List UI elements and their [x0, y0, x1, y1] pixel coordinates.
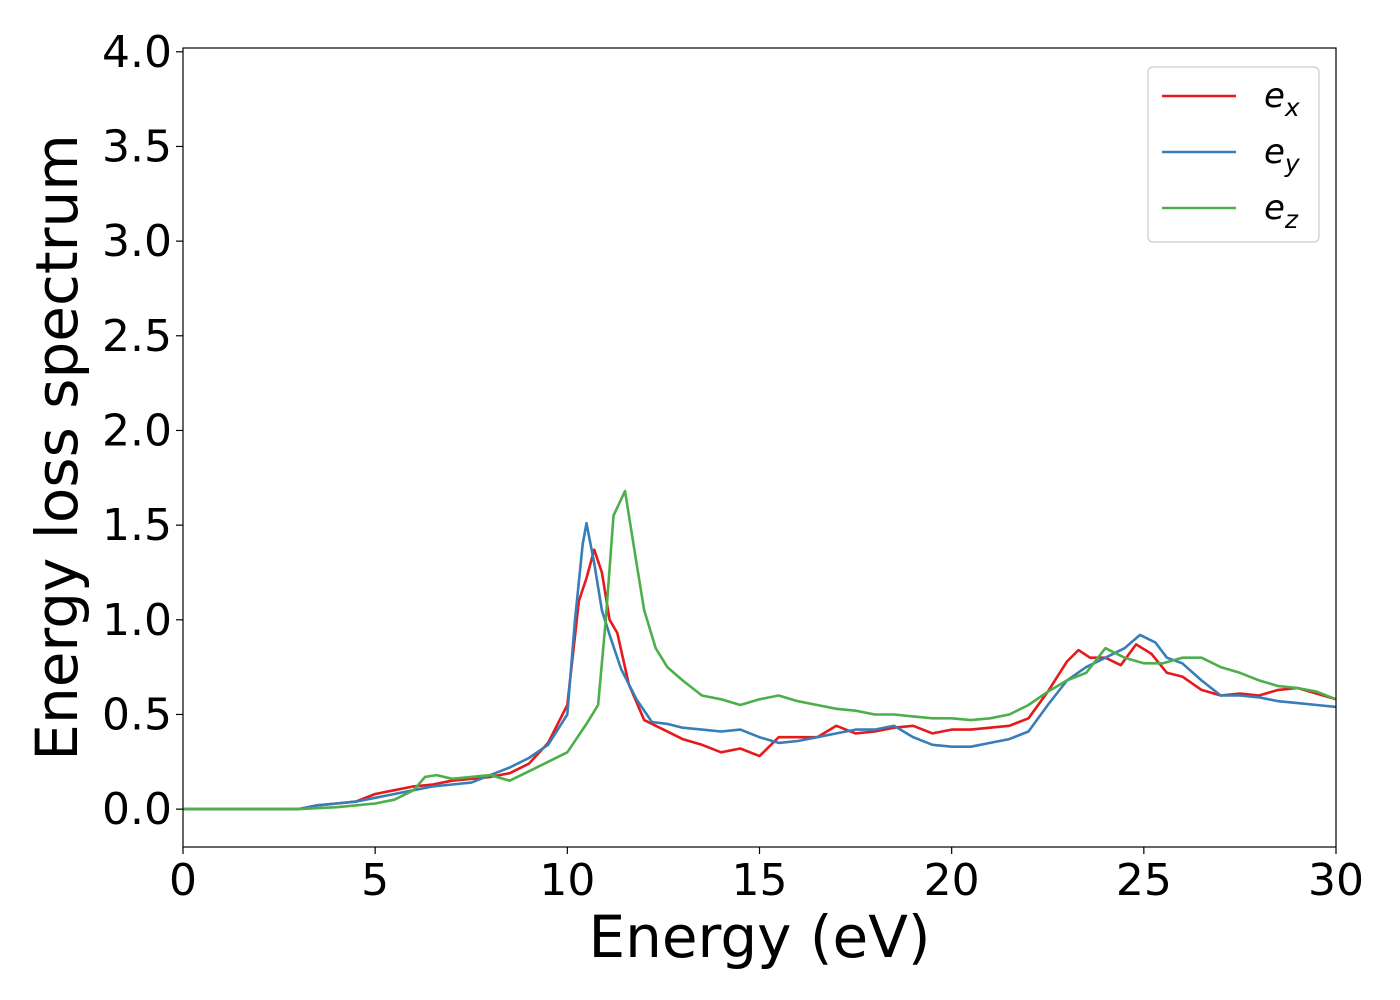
legend-label-base: e [1264, 132, 1285, 172]
legend-label-x: ex [1264, 76, 1300, 122]
y-tick-label: 2.5 [102, 311, 172, 362]
legend-label-base: e [1264, 188, 1285, 228]
y-tick-label: 4.0 [102, 27, 172, 78]
x-axis-label: Energy (eV) [588, 903, 930, 971]
legend-label-subscript: y [1284, 149, 1301, 178]
x-tick-label: 25 [1116, 855, 1172, 906]
x-tick-label: 10 [539, 855, 595, 906]
y-tick-label: 3.0 [102, 216, 172, 267]
legend-label-z: ez [1264, 188, 1299, 234]
x-tick-label: 0 [169, 855, 197, 906]
x-tick-label: 20 [924, 855, 980, 906]
legend-label-subscript: x [1284, 93, 1300, 122]
legend-box [1147, 66, 1320, 243]
series-line-z [183, 489, 1337, 811]
y-tick-label: 0.0 [102, 784, 172, 835]
legend-label-subscript: z [1284, 205, 1299, 234]
series-line-y [183, 521, 1337, 811]
y-tick-label: 1.0 [102, 595, 172, 646]
plot-area [183, 489, 1337, 811]
y-axis-label: Energy loss spectrum [23, 134, 91, 760]
series-line-x [183, 548, 1337, 811]
x-axis-ticks: 0 5 10 15 20 25 30 [169, 847, 1364, 906]
y-tick-label: 0.5 [102, 689, 172, 740]
legend-label-base: e [1264, 76, 1285, 116]
y-tick-label: 2.0 [102, 405, 172, 456]
x-tick-label: 5 [361, 855, 389, 906]
y-tick-label: 3.5 [102, 121, 172, 172]
x-tick-label: 15 [732, 855, 788, 906]
legend-label-y: ey [1264, 132, 1301, 178]
y-tick-label: 1.5 [102, 500, 172, 551]
y-axis-ticks: 0.0 0.5 1.0 1.5 2.0 2.5 3.0 3.5 4.0 [102, 27, 183, 835]
x-tick-label: 30 [1308, 855, 1364, 906]
